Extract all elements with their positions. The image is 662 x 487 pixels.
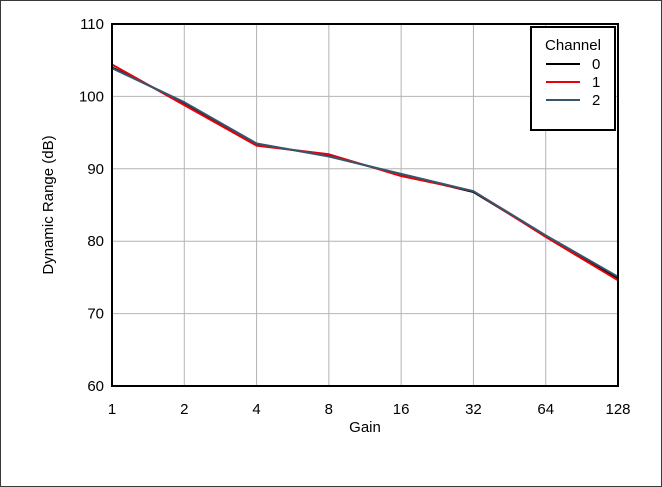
x-tick-label: 32	[465, 401, 482, 418]
x-tick-label: 64	[537, 401, 554, 418]
legend-label-2: 2	[592, 92, 600, 109]
legend-title: Channel	[545, 37, 601, 54]
x-tick-label: 16	[393, 401, 410, 418]
x-tick-label: 1	[108, 401, 116, 418]
x-tick-label: 128	[605, 401, 630, 418]
y-axis-title: Dynamic Range (dB)	[40, 135, 57, 274]
y-tick-label: 80	[87, 233, 104, 250]
legend-label-1: 1	[592, 74, 600, 91]
plot-area-border	[111, 23, 619, 387]
legend-box	[530, 26, 616, 131]
y-tick-label: 90	[87, 161, 104, 178]
legend: Channel 012	[530, 26, 616, 131]
x-tick-labels: 1 2 4 8 16 32 64 128	[108, 401, 631, 418]
x-tick-label: 2	[180, 401, 188, 418]
series-lines	[111, 63, 619, 282]
y-tick-label: 100	[79, 88, 104, 105]
legend-label-0: 0	[592, 56, 600, 73]
y-tick-label: 70	[87, 306, 104, 323]
y-tick-label: 110	[80, 16, 104, 33]
y-tick-label: 60	[87, 378, 104, 395]
y-tick-labels: 60 70 80 90 100 110	[79, 16, 104, 395]
grid	[112, 24, 618, 386]
x-axis-title: Gain	[349, 419, 381, 436]
x-tick-label: 4	[252, 401, 260, 418]
x-tick-label: 8	[325, 401, 333, 418]
series-line-2	[111, 67, 619, 278]
